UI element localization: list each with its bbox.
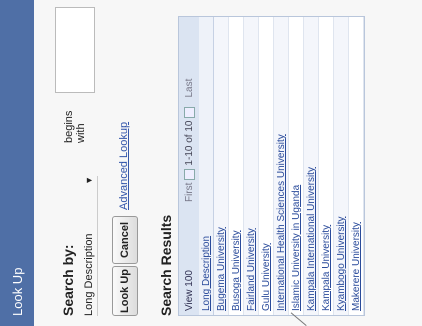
search-field-select[interactable]: Long Description ▼ (80, 176, 98, 316)
table-row[interactable]: Islamic University in Uganda (289, 17, 304, 315)
results-table: View 100 First 1-10 of 10 Last Long Desc… (178, 16, 365, 316)
last-page-link[interactable]: Last (183, 78, 195, 98)
table-row[interactable]: Kyambogo University (334, 17, 349, 315)
dialog-title: Look Up (9, 267, 25, 316)
first-page-link[interactable]: First (183, 182, 195, 203)
table-row[interactable]: Busoga University (229, 17, 244, 315)
chevron-down-icon: ▼ (83, 176, 94, 185)
view-count-select[interactable]: View 100 (183, 270, 195, 311)
table-row[interactable]: Makerere University (349, 17, 364, 315)
cancel-button[interactable]: Cancel (112, 216, 138, 264)
prev-page-icon[interactable] (183, 168, 195, 180)
table-row[interactable]: Kampala International University (304, 17, 319, 315)
table-row[interactable]: Kampala University (319, 17, 334, 315)
lookup-button[interactable]: Look Up (112, 266, 138, 316)
next-page-icon[interactable] (183, 106, 195, 118)
search-input[interactable] (55, 7, 95, 93)
results-rows: Bugema University Busoga University Fair… (214, 17, 364, 315)
search-results-title: Search Results (158, 214, 174, 316)
operator-label: begins with (63, 110, 87, 143)
dialog-title-bar: Look Up (0, 0, 34, 326)
page-info: 1-10 of 10 (183, 120, 195, 166)
table-row[interactable]: Gulu University (259, 17, 274, 315)
pager: View 100 First 1-10 of 10 Last (179, 17, 199, 315)
column-header-long-description[interactable]: Long Description (199, 17, 214, 315)
table-row[interactable]: Fairland University (244, 17, 259, 315)
search-by-label: Search by: (60, 244, 76, 316)
search-field-value: Long Description (82, 233, 95, 316)
table-row[interactable]: International Health Sciences University (274, 17, 289, 315)
table-row[interactable]: Bugema University (214, 17, 229, 315)
advanced-lookup-link[interactable]: Advanced Lookup (118, 121, 130, 210)
